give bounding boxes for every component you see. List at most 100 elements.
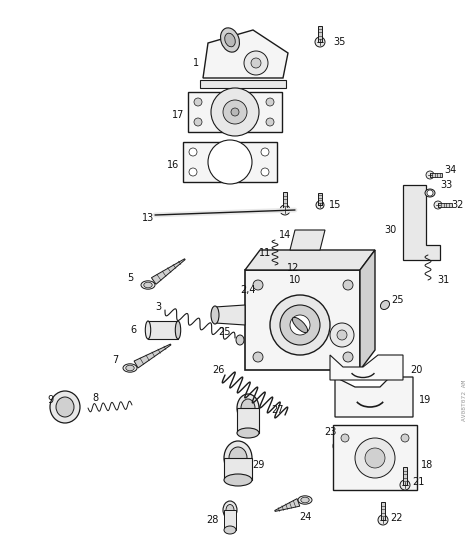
Text: 9: 9: [47, 395, 53, 405]
Text: 14: 14: [279, 230, 291, 240]
Polygon shape: [290, 230, 325, 250]
Text: 32: 32: [452, 200, 464, 210]
Ellipse shape: [301, 497, 309, 503]
Text: 1: 1: [193, 58, 199, 68]
Ellipse shape: [224, 474, 252, 486]
Ellipse shape: [237, 428, 259, 438]
Circle shape: [275, 265, 285, 275]
Text: 29: 29: [252, 460, 264, 470]
Circle shape: [426, 171, 434, 179]
Circle shape: [355, 438, 395, 478]
Polygon shape: [215, 305, 245, 325]
Ellipse shape: [237, 394, 259, 422]
Ellipse shape: [425, 189, 435, 197]
Polygon shape: [134, 344, 171, 368]
Text: 34: 34: [444, 165, 456, 175]
Circle shape: [253, 280, 263, 290]
Circle shape: [266, 98, 274, 106]
Text: 23: 23: [324, 427, 336, 437]
Circle shape: [337, 443, 343, 449]
Ellipse shape: [220, 28, 239, 52]
Bar: [224, 458, 252, 480]
Circle shape: [290, 315, 310, 335]
Polygon shape: [283, 192, 287, 210]
Polygon shape: [188, 92, 282, 132]
Text: 13: 13: [142, 213, 154, 223]
Circle shape: [427, 190, 433, 196]
Polygon shape: [335, 377, 413, 417]
Text: 30: 30: [384, 225, 396, 235]
Ellipse shape: [144, 282, 152, 288]
Circle shape: [270, 295, 330, 355]
Ellipse shape: [146, 321, 151, 339]
Circle shape: [189, 168, 197, 176]
Ellipse shape: [224, 441, 252, 475]
Circle shape: [261, 168, 269, 176]
Text: 28: 28: [206, 515, 218, 525]
Text: 11: 11: [259, 248, 271, 258]
Text: 24: 24: [299, 512, 311, 522]
Ellipse shape: [123, 364, 137, 372]
Polygon shape: [438, 203, 452, 207]
Polygon shape: [381, 502, 385, 520]
Circle shape: [251, 58, 261, 68]
Ellipse shape: [211, 306, 219, 324]
Ellipse shape: [141, 281, 155, 289]
Circle shape: [330, 323, 354, 347]
Circle shape: [343, 280, 353, 290]
Ellipse shape: [241, 399, 255, 417]
Circle shape: [280, 305, 320, 345]
Text: 10: 10: [289, 275, 301, 285]
Circle shape: [194, 118, 202, 126]
Polygon shape: [319, 193, 321, 205]
Ellipse shape: [56, 397, 74, 417]
Ellipse shape: [229, 447, 247, 469]
Polygon shape: [333, 425, 417, 490]
Text: AV08T072 AM: AV08T072 AM: [463, 379, 467, 421]
Text: 6: 6: [130, 325, 136, 335]
Text: 8: 8: [92, 393, 98, 403]
Circle shape: [231, 108, 239, 116]
Polygon shape: [275, 499, 300, 512]
Polygon shape: [245, 250, 375, 270]
Ellipse shape: [224, 526, 236, 534]
Text: 7: 7: [112, 355, 118, 365]
Circle shape: [261, 148, 269, 156]
Text: 25: 25: [392, 295, 404, 305]
Ellipse shape: [298, 496, 312, 504]
Text: 27: 27: [272, 405, 284, 415]
Ellipse shape: [292, 317, 308, 332]
Ellipse shape: [381, 300, 390, 310]
Circle shape: [337, 330, 347, 340]
Polygon shape: [151, 259, 185, 284]
Text: 31: 31: [437, 275, 449, 285]
Polygon shape: [148, 321, 178, 339]
Circle shape: [434, 201, 442, 209]
Polygon shape: [203, 30, 288, 78]
Text: 22: 22: [391, 513, 403, 523]
Circle shape: [316, 201, 324, 209]
Circle shape: [365, 448, 385, 468]
Circle shape: [211, 88, 259, 136]
Circle shape: [266, 118, 274, 126]
Text: 15: 15: [329, 200, 341, 210]
Circle shape: [189, 148, 197, 156]
Ellipse shape: [225, 33, 235, 47]
Bar: [237, 408, 259, 433]
Polygon shape: [360, 250, 375, 370]
Text: 16: 16: [167, 160, 179, 170]
Circle shape: [401, 434, 409, 442]
Circle shape: [400, 480, 410, 490]
Text: 26: 26: [212, 365, 224, 375]
Polygon shape: [403, 467, 407, 485]
Polygon shape: [183, 142, 277, 182]
Text: 35: 35: [334, 37, 346, 47]
Bar: [224, 510, 236, 530]
Circle shape: [341, 434, 349, 442]
Circle shape: [278, 268, 282, 272]
Ellipse shape: [278, 280, 286, 285]
Circle shape: [280, 205, 290, 215]
Text: 33: 33: [440, 180, 452, 190]
Ellipse shape: [236, 335, 244, 345]
Ellipse shape: [126, 365, 134, 371]
